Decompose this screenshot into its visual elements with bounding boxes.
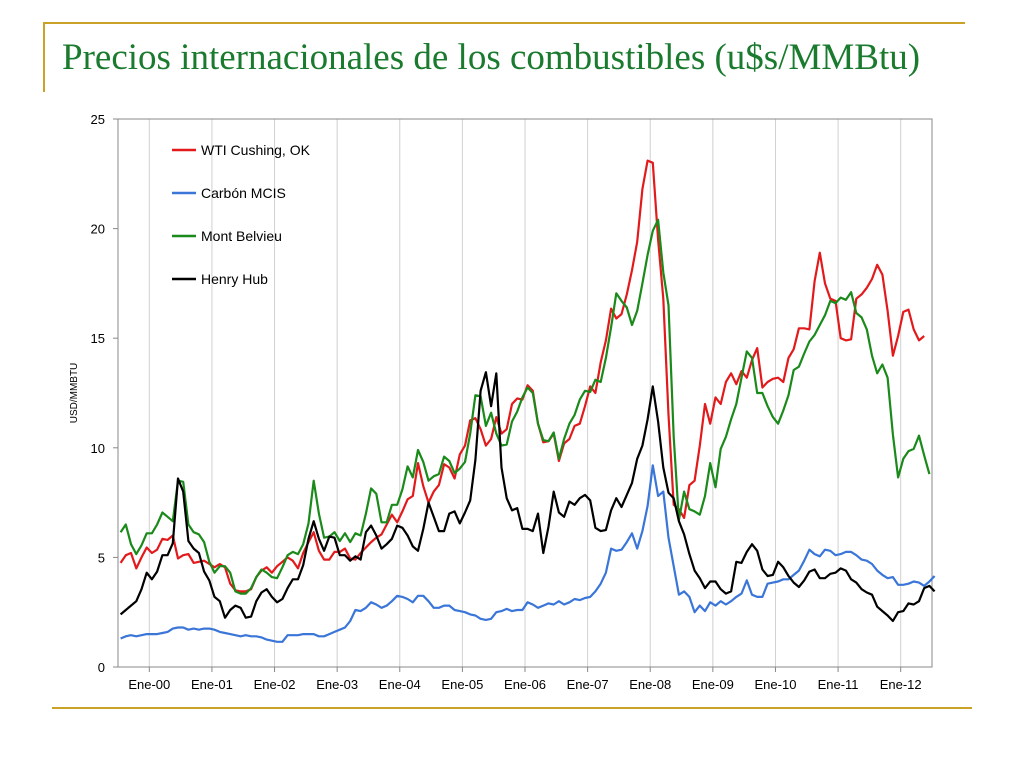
x-tick-label: Ene-07 [567,677,609,692]
legend-label: Carbón MCIS [201,185,286,201]
y-tick-label: 25 [91,112,105,127]
x-tick-label: Ene-05 [441,677,483,692]
y-tick-label: 0 [98,660,105,675]
series-line-3 [119,371,936,623]
x-tick-label: Ene-12 [880,677,922,692]
x-tick-label: Ene-01 [191,677,233,692]
y-tick-label: 20 [91,222,105,237]
chart-grid [148,119,902,667]
x-tick-label: Ene-04 [379,677,421,692]
y-tick-label: 5 [98,550,105,565]
x-tick-label: Ene-08 [629,677,671,692]
y-tick-label: 15 [91,331,105,346]
x-tick-label: Ene-03 [316,677,358,692]
chart-legend: WTI Cushing, OK Carbón MCIS Mont Belvieu He… [172,142,311,287]
x-tick-label: Ene-11 [818,677,859,692]
slide-title: Precios internacionales de los combustib… [62,37,921,78]
x-tick-label: Ene-06 [504,677,546,692]
title-top-rule [43,22,965,24]
chart-series [119,159,936,643]
legend-label: WTI Cushing, OK [201,142,311,158]
y-tick-label: 10 [91,441,105,456]
legend-label: Henry Hub [201,271,268,287]
chart-axes: Ene-00 Ene-01 Ene-02 Ene-03 Ene-04 Ene-05 Ene-… [69,112,933,692]
title-accent-bar [43,22,45,92]
series-line-2 [119,218,931,595]
x-tick-label: Ene-10 [755,677,797,692]
footer-rule [52,707,972,709]
x-tick-label: Ene-09 [692,677,734,692]
y-axis-label: USD/MMBTU [69,363,80,424]
x-tick-label: Ene-02 [254,677,296,692]
legend-label: Mont Belvieu [201,228,282,244]
series-line-1 [120,464,936,643]
x-tick-label: Ene-00 [128,677,170,692]
